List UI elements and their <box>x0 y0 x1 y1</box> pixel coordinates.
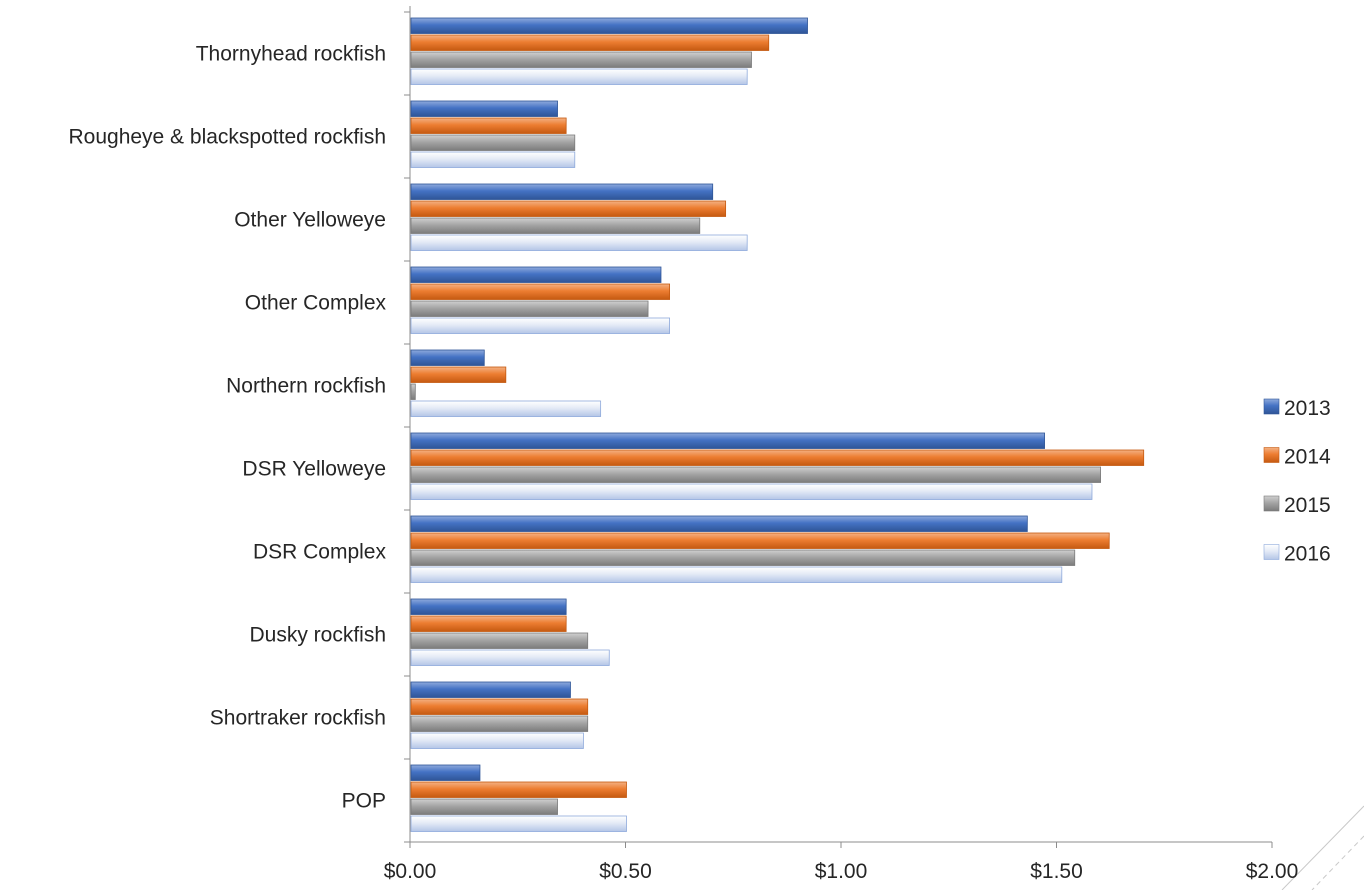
bar-2016-rougheye-blackspotted-rockfish <box>410 151 576 168</box>
legend-swatch-2015 <box>1263 495 1280 512</box>
bar-2015-dsr-complex <box>410 549 1076 566</box>
x-tick-label: $1.50 <box>1030 860 1083 883</box>
bar-2013-dusky-rockfish <box>410 598 567 615</box>
corner-decoration <box>1281 805 1364 890</box>
x-tick-label: $1.00 <box>815 860 868 883</box>
bar-2014-dusky-rockfish <box>410 615 567 632</box>
bar-2013-pop <box>410 764 481 781</box>
x-tick-labels: $0.00 $0.50 $1.00 $1.50 $2.00 <box>384 860 1299 883</box>
bar-2014-dsr-complex <box>410 532 1110 549</box>
category-label: POP <box>342 790 386 813</box>
legend: 2013 2014 2015 2016 <box>1263 397 1331 566</box>
bar-2015-thornyhead-rockfish <box>410 51 752 68</box>
axes-layer <box>404 6 1273 848</box>
bar-2013-other-complex <box>410 266 662 283</box>
bar-2016-pop <box>410 815 627 832</box>
legend-label: 2015 <box>1284 494 1331 517</box>
bar-2015-dsr-yelloweye <box>410 466 1101 483</box>
bar-2013-dsr-complex <box>410 515 1028 532</box>
bar-2014-northern-rockfish <box>410 366 507 383</box>
bar-2014-thornyhead-rockfish <box>410 34 770 51</box>
bar-2013-rougheye-blackspotted-rockfish <box>410 100 558 117</box>
bar-2016-thornyhead-rockfish <box>410 68 748 85</box>
category-label: Rougheye & blackspotted rockfish <box>68 126 386 149</box>
bar-2014-other-complex <box>410 283 671 300</box>
category-label: Shortraker rockfish <box>210 707 386 730</box>
legend-swatch-2014 <box>1263 447 1280 463</box>
bar-2016-shortraker-rockfish <box>410 732 584 749</box>
category-label: DSR Complex <box>253 541 387 564</box>
bars-layer <box>410 17 1145 832</box>
bar-2013-thornyhead-rockfish <box>410 17 808 34</box>
bar-2016-dsr-complex <box>410 566 1063 583</box>
category-label: Dusky rockfish <box>249 624 386 647</box>
bar-2014-shortraker-rockfish <box>410 698 589 715</box>
bar-2015-rougheye-blackspotted-rockfish <box>410 134 576 151</box>
legend-swatch-2013 <box>1263 398 1280 415</box>
legend-label: 2014 <box>1284 446 1331 469</box>
category-label: Other Yelloweye <box>234 209 386 232</box>
category-label: Thornyhead rockfish <box>196 43 386 66</box>
legend-label: 2013 <box>1284 397 1331 420</box>
category-label: DSR Yelloweye <box>242 458 386 481</box>
bar-2015-shortraker-rockfish <box>410 715 589 732</box>
bar-2014-pop <box>410 781 627 798</box>
bar-2016-other-complex <box>410 317 671 334</box>
x-tick-label: $2.00 <box>1246 860 1299 883</box>
bar-2014-rougheye-blackspotted-rockfish <box>410 117 567 134</box>
bar-2013-other-yelloweye <box>410 183 714 200</box>
x-tick-label: $0.50 <box>599 860 652 883</box>
bar-2015-other-yelloweye <box>410 217 701 234</box>
category-labels: Thornyhead rockfish Rougheye & blackspott… <box>68 43 386 813</box>
bar-2013-shortraker-rockfish <box>410 681 571 698</box>
bar-2015-pop <box>410 798 558 815</box>
bar-2013-northern-rockfish <box>410 349 485 366</box>
bar-2016-northern-rockfish <box>410 400 602 417</box>
bar-2014-dsr-yelloweye <box>410 449 1145 466</box>
bar-2013-dsr-yelloweye <box>410 432 1045 449</box>
x-tick-label: $0.00 <box>384 860 437 883</box>
bar-2015-dusky-rockfish <box>410 632 589 649</box>
bar-2015-northern-rockfish <box>410 383 416 400</box>
bar-2014-other-yelloweye <box>410 200 727 217</box>
legend-swatch-2016 <box>1263 544 1280 560</box>
bar-2016-dsr-yelloweye <box>410 483 1093 500</box>
category-label: Other Complex <box>245 292 387 315</box>
category-label: Northern rockfish <box>226 375 386 398</box>
legend-label: 2016 <box>1284 543 1331 566</box>
bar-2016-other-yelloweye <box>410 234 748 251</box>
bar-2015-other-complex <box>410 300 649 317</box>
bar-2016-dusky-rockfish <box>410 649 610 666</box>
